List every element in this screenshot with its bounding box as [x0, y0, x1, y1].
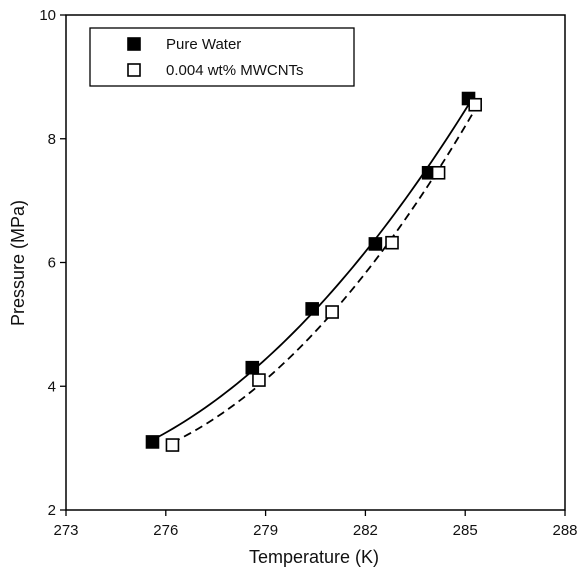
y-tick-label: 4 — [48, 378, 56, 395]
x-tick-label: 279 — [253, 522, 278, 539]
series-0-line — [152, 104, 470, 441]
series-1-point — [468, 97, 482, 112]
y-tick-label: 8 — [48, 131, 56, 148]
series-1-point — [431, 165, 446, 180]
x-tick-label: 273 — [53, 522, 78, 539]
fit-curves — [152, 104, 476, 444]
plot-border — [65, 14, 566, 511]
series-0-point — [245, 360, 260, 375]
legend-marker-0 — [127, 37, 141, 51]
series-1-point — [385, 235, 399, 250]
series-0-point — [368, 237, 383, 251]
x-tick-label: 285 — [453, 522, 478, 539]
legend-label-0: Pure Water — [166, 36, 241, 53]
x-tick-label: 282 — [353, 522, 378, 539]
y-tick-label: 10 — [39, 7, 56, 24]
series-1-point — [325, 305, 339, 319]
x-axis: 273 276 279 282 285 288 — [53, 510, 578, 539]
x-tick-label: 288 — [552, 522, 577, 539]
x-tick-label: 276 — [153, 522, 178, 539]
series-1-line — [172, 108, 476, 444]
series-1-point — [252, 373, 266, 387]
legend: Pure Water 0.004 wt% MWCNTs — [89, 27, 355, 87]
series-0-point — [305, 302, 319, 316]
series-0-point — [145, 435, 160, 449]
x-axis-title: Temperature (K) — [249, 547, 379, 567]
y-tick-label: 6 — [48, 255, 56, 272]
data-markers — [145, 91, 482, 452]
legend-marker-1 — [127, 63, 141, 77]
y-axis-title: Pressure (MPa) — [8, 200, 28, 326]
y-tick-label: 2 — [48, 502, 56, 519]
legend-label-1: 0.004 wt% MWCNTs — [166, 62, 304, 79]
series-1-point — [165, 438, 180, 452]
y-axis: 2 4 6 8 10 — [39, 7, 66, 519]
plot-area — [65, 14, 566, 511]
